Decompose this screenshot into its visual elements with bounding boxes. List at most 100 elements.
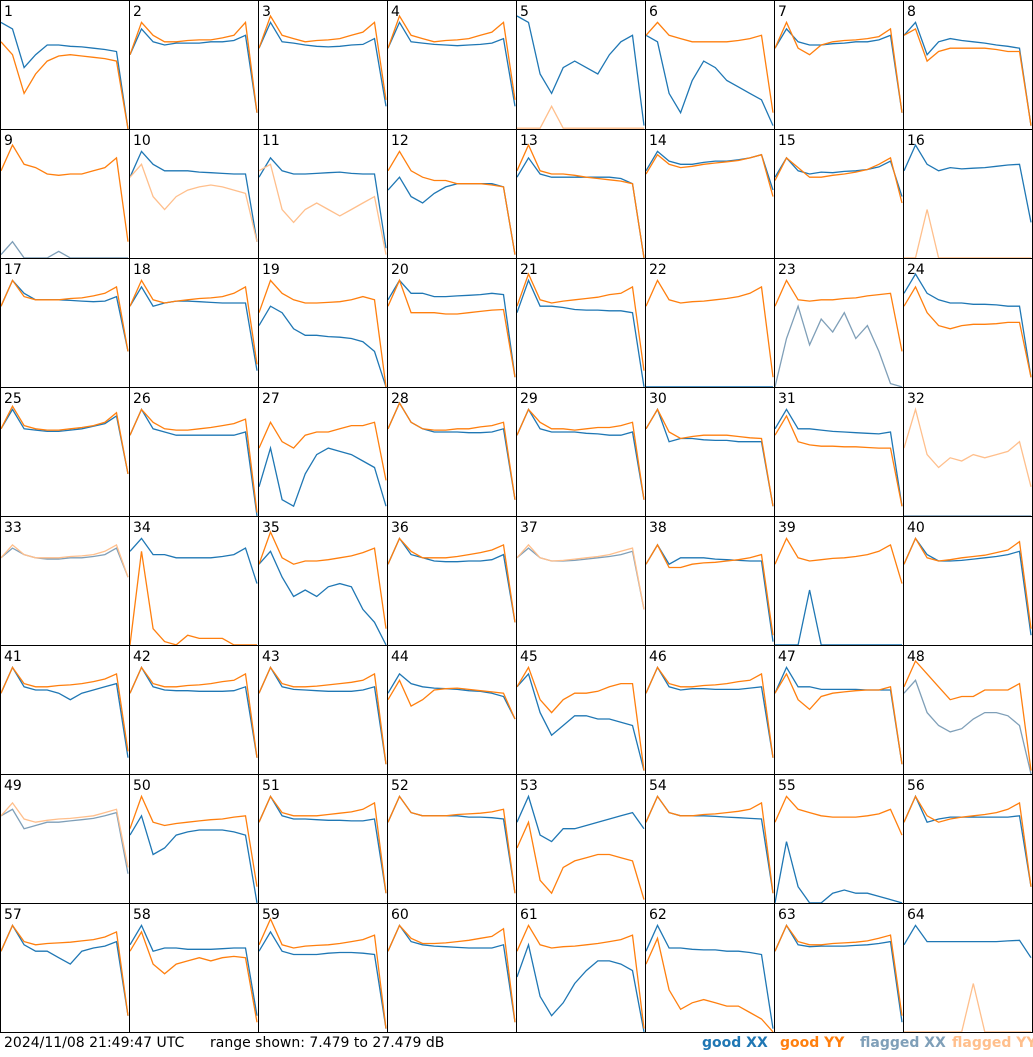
panel-label: 15: [778, 133, 796, 149]
panel-label: 26: [133, 391, 151, 407]
panel-label: 21: [520, 262, 538, 278]
spectrum-line: [903, 143, 1032, 223]
panel: [0, 404, 129, 475]
spectrum-line: [0, 279, 129, 352]
panel: [774, 795, 903, 903]
panel-label: 37: [520, 520, 538, 536]
panel: [387, 795, 516, 894]
spectrum-line: [258, 305, 387, 387]
panel-label: 13: [520, 133, 538, 149]
panel: [645, 795, 774, 894]
panel-label: 22: [649, 262, 667, 278]
spectrum-line: [387, 150, 516, 255]
spectrum-line: [258, 550, 387, 645]
panel: [903, 21, 1032, 126]
spectrum-line: [645, 936, 774, 1032]
spectrum-line: [775, 589, 902, 645]
spectrum-line: [0, 924, 129, 1016]
panel-label: 32: [907, 391, 925, 407]
panel: [0, 923, 129, 1016]
spectrum-line: [774, 923, 903, 1023]
spectrum-line: [387, 537, 516, 623]
spectrum-line: [903, 679, 1032, 774]
panel: [645, 278, 774, 387]
spectrum-line: [258, 917, 387, 1029]
panel: [516, 543, 645, 610]
spectrum-line: [774, 536, 903, 584]
panel-label: 44: [391, 649, 409, 665]
spectrum-line: [258, 794, 387, 894]
panel-label: 63: [778, 907, 796, 923]
panel-label: 36: [391, 520, 409, 536]
spectrum-line: [516, 15, 645, 126]
spectrum-line: [645, 665, 774, 758]
panel: [774, 156, 903, 204]
spectrum-line: [516, 942, 645, 1032]
spectrum-line: [129, 20, 258, 113]
spectrum-line: [516, 820, 645, 900]
panel: [774, 20, 903, 113]
panel-label: 4: [391, 4, 400, 20]
spectrum-line: [774, 27, 903, 113]
panel: [774, 923, 903, 1023]
panel-label: 64: [907, 907, 925, 923]
panel-label: 19: [262, 262, 280, 278]
panel-label: 18: [133, 262, 151, 278]
spectrum-line: [129, 537, 258, 584]
spectrum-line: [903, 285, 1032, 378]
panel: [645, 543, 774, 642]
spectrum-line: [258, 930, 387, 1029]
panel: [387, 150, 516, 255]
panel-label: 8: [907, 4, 916, 20]
panel: [774, 408, 903, 507]
spectrum-line: [0, 666, 129, 752]
panel-label: 58: [133, 907, 151, 923]
panel-label: 6: [649, 4, 658, 20]
panel: [129, 150, 258, 242]
spectrum-line: [516, 407, 645, 500]
spectrum-line: [387, 278, 516, 378]
panel-label: 28: [391, 391, 409, 407]
panel-label: 7: [778, 4, 787, 20]
panel-label: 27: [262, 391, 280, 407]
panel-label: 12: [391, 133, 409, 149]
panel-label: 52: [391, 778, 409, 794]
spectrum-line: [645, 407, 774, 507]
panel-label: 3: [262, 4, 271, 20]
spectrum-line: [258, 20, 387, 107]
spectrum-line: [774, 408, 903, 507]
spectrum-line: [129, 408, 258, 513]
timestamp: 2024/11/08 21:49:47 UTC: [4, 1035, 184, 1051]
panel: [903, 794, 1032, 887]
spectrum-line: [129, 551, 257, 645]
panel: [774, 665, 903, 765]
panel-label: 53: [520, 778, 538, 794]
panel-label: 23: [778, 262, 796, 278]
spectrum-line: [0, 808, 129, 874]
spectrum-line: [903, 537, 1032, 636]
panel-label: 48: [907, 649, 925, 665]
panel: [516, 272, 645, 387]
panel-label: 20: [391, 262, 409, 278]
panel: [645, 407, 774, 507]
panel-label: 31: [778, 391, 796, 407]
spectrum-line: [516, 278, 645, 387]
panel-label: 29: [520, 391, 538, 407]
spectrum-line: [903, 924, 1032, 959]
panel: [0, 543, 129, 578]
legend-entry: good YY: [780, 1035, 845, 1051]
spectrum-line: [774, 278, 903, 352]
spectrum-line: [129, 407, 258, 516]
panel: [903, 924, 1032, 1032]
panel: [903, 272, 1032, 378]
spectrum-line: [387, 678, 516, 720]
spectrum-line: [258, 530, 387, 629]
spectrum-line: [258, 279, 387, 387]
spectrum-line: [129, 794, 258, 887]
panel-label: 16: [907, 133, 925, 149]
spectrum-line: [645, 795, 774, 894]
spectrum-line: [0, 143, 129, 242]
spectrum-line: [129, 163, 258, 242]
spectrum-line: [258, 156, 387, 249]
